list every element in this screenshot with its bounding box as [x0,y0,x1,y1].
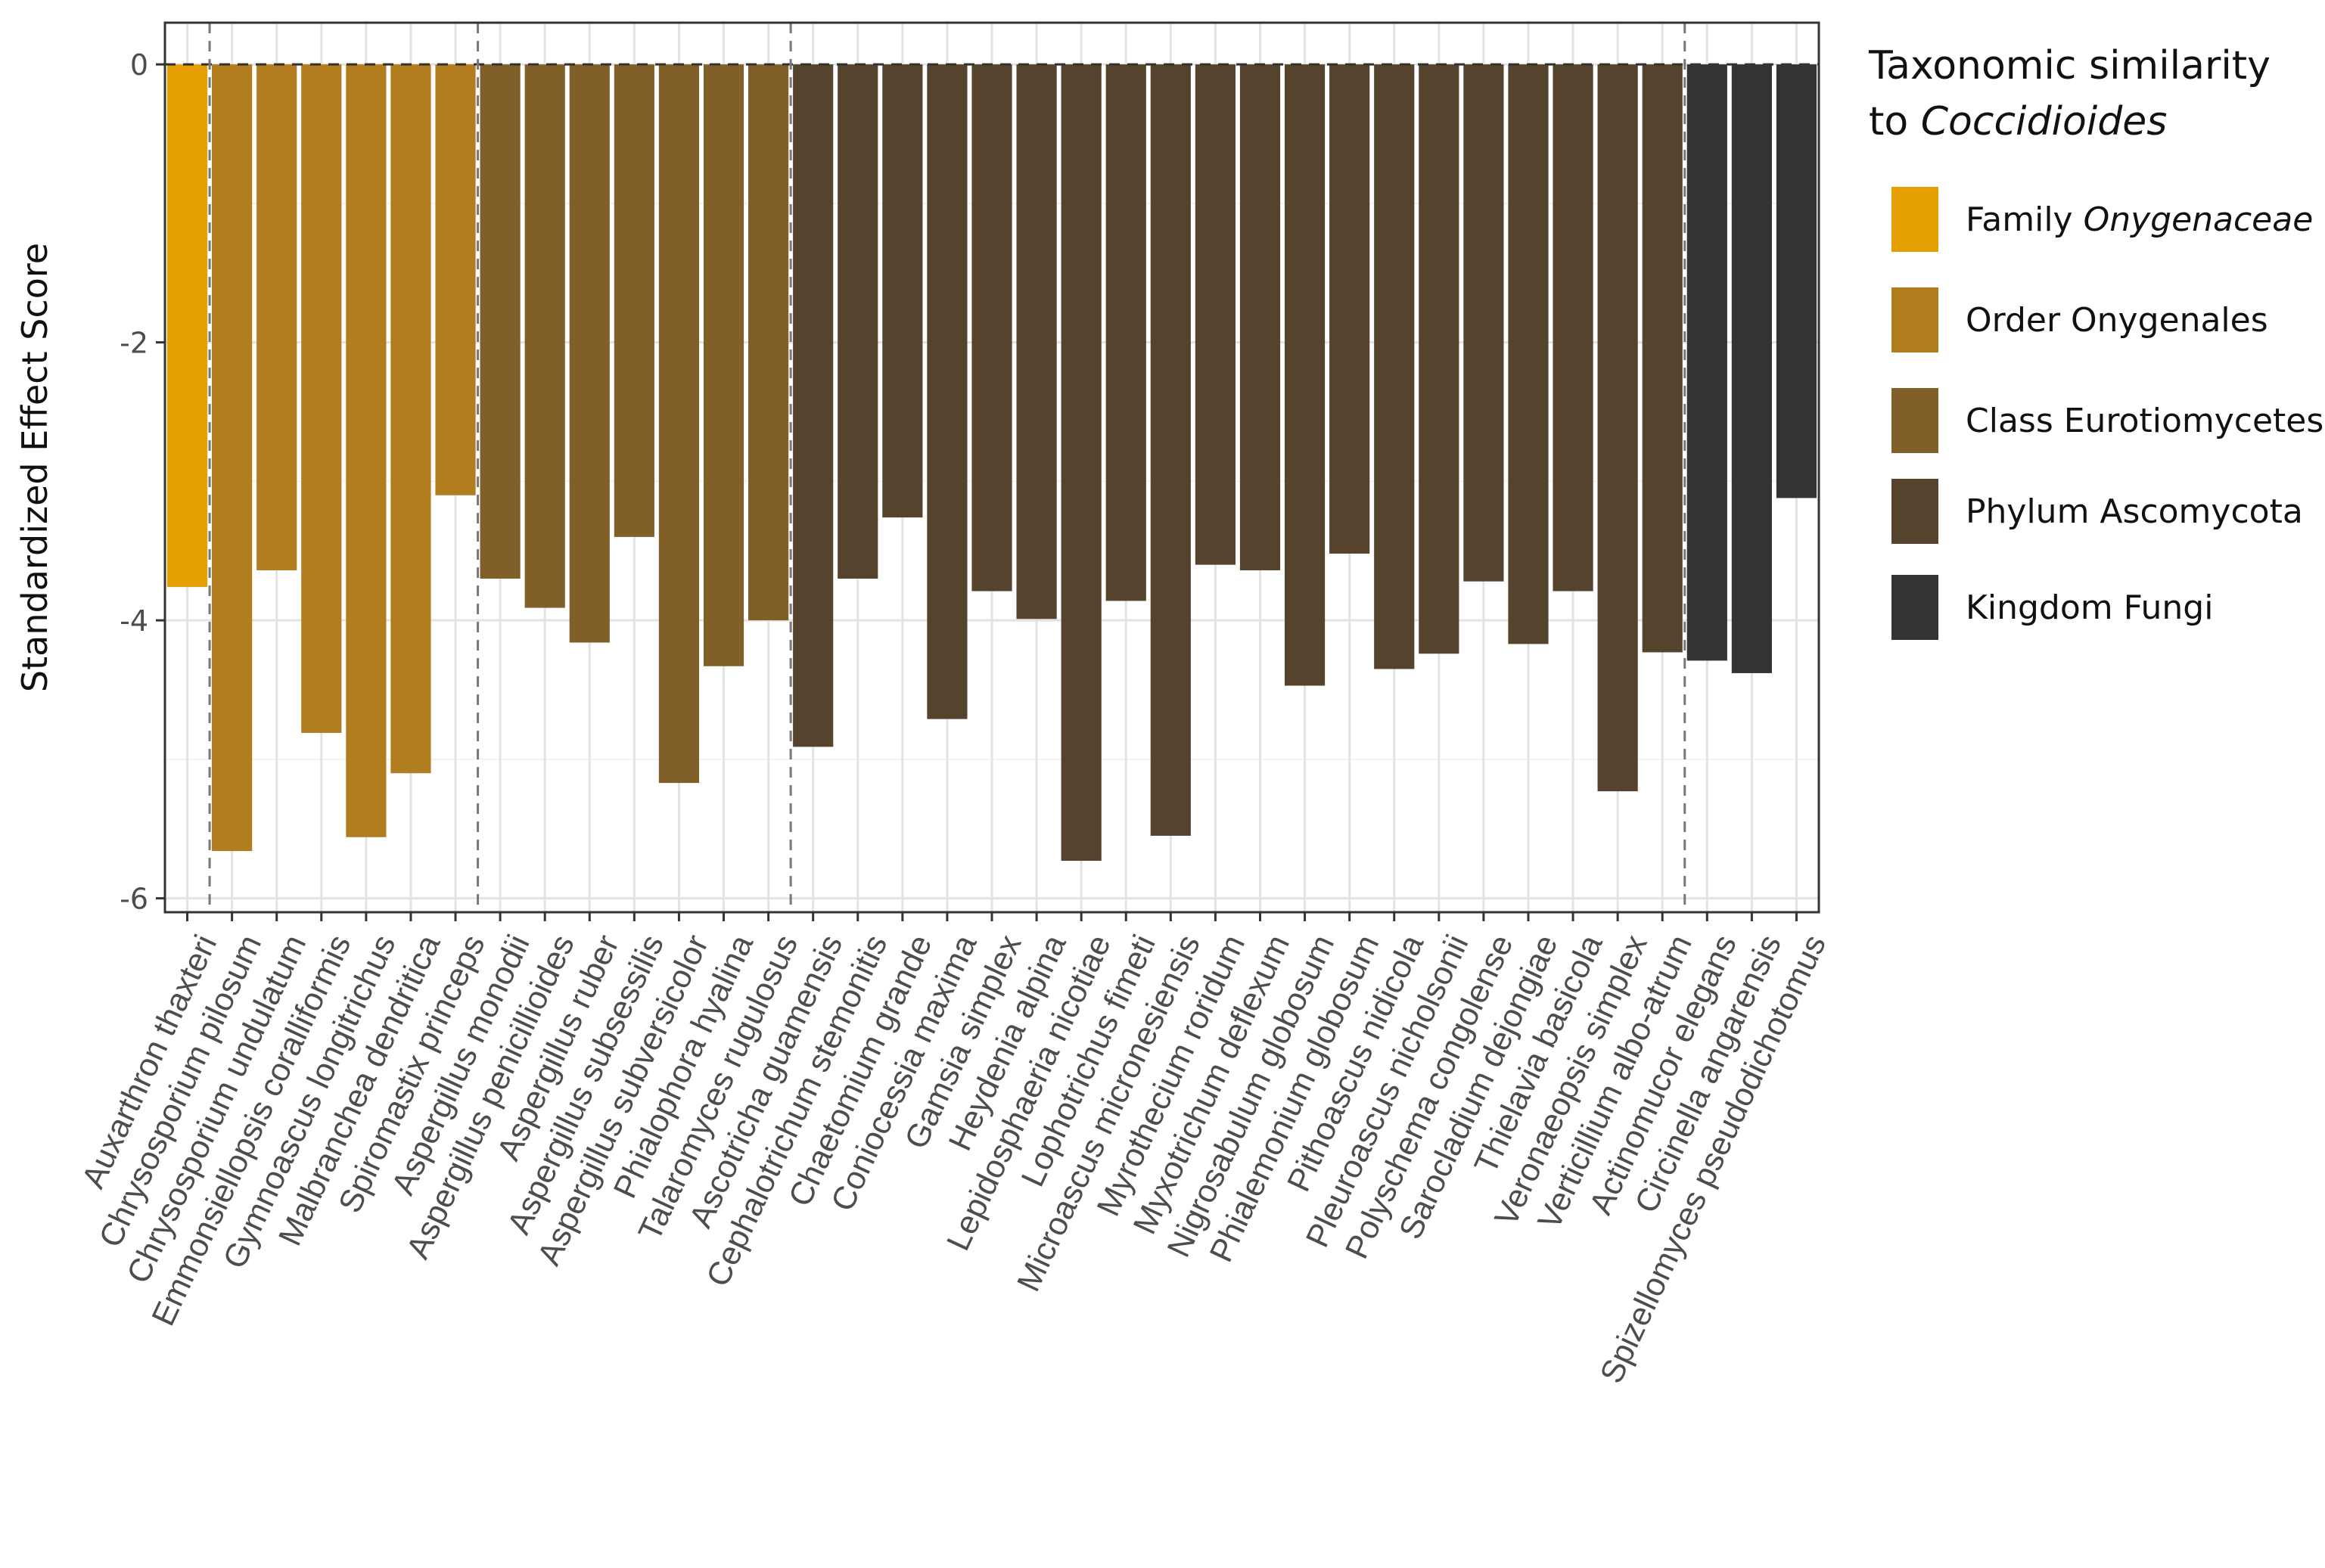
bar [435,64,476,495]
bar [927,64,968,719]
bar [838,64,878,579]
bar [346,64,387,837]
bar [1239,64,1281,570]
legend-item-family: Family Onygenaceae [1891,185,2313,253]
y-axis: 0 -2 -4 -6 [120,48,165,916]
y-tick-label: 0 [130,48,148,82]
bar [1105,64,1146,601]
y-tick-label: -2 [120,327,148,360]
legend-title: Taxonomic similarity to Coccidioides [1869,38,2323,150]
legend-item-phylum: Phylum Ascomycota [1891,477,2303,545]
bar [658,64,700,784]
bar [166,64,208,588]
bar [1016,64,1057,619]
bar [703,64,744,666]
bar [212,64,253,852]
y-tick-label: -4 [120,604,148,638]
bar [1284,64,1326,686]
legend-label-phylum: Phylum Ascomycota [1966,492,2303,531]
y-axis-title: Standardized Effect Score [14,243,55,692]
legend-swatch-class [1891,388,1938,453]
legend-title-line2: to Coccidioides [1869,99,2168,144]
bar [971,64,1012,591]
legend: Taxonomic similarity to Coccidioides Fam… [1869,38,2323,640]
legend-title-line1: Taxonomic similarity [1869,43,2271,88]
bars [166,64,1817,862]
bar [524,64,565,608]
bar [1061,64,1102,862]
bar [390,64,431,774]
y-tick-label: -6 [120,883,148,916]
bar [748,64,789,621]
bar [1329,64,1370,554]
legend-item-kingdom: Kingdom Fungi [1891,573,2213,641]
bar [793,64,834,747]
bar [256,64,297,570]
bar [1686,64,1727,661]
legend-swatch-phylum [1891,479,1938,544]
legend-item-order: Order Onygenales [1891,286,2268,354]
bar [1597,64,1638,792]
bar [1731,64,1772,673]
legend-item-class: Class Eurotiomycetes [1891,387,2323,455]
legend-label-class: Class Eurotiomycetes [1966,401,2324,440]
bar [1508,64,1549,644]
bar [1463,64,1504,582]
bar [614,64,654,537]
bar [1195,64,1236,565]
legend-swatch-order [1891,287,1938,352]
group-separators [208,23,1686,912]
legend-swatch-family [1891,187,1938,252]
bar [301,64,342,733]
legend-label-order: Order Onygenales [1966,300,2268,340]
bar [569,64,610,643]
bar [1776,64,1817,498]
legend-label-kingdom: Kingdom Fungi [1966,588,2214,627]
bar [1419,64,1459,654]
bar [480,64,521,579]
bar [1150,64,1191,836]
bar [1374,64,1415,669]
bar [882,64,923,518]
bar [1642,64,1683,653]
legend-label-family: Family Onygenaceae [1966,200,2314,239]
legend-swatch-kingdom [1891,575,1938,640]
bar [1553,64,1593,591]
